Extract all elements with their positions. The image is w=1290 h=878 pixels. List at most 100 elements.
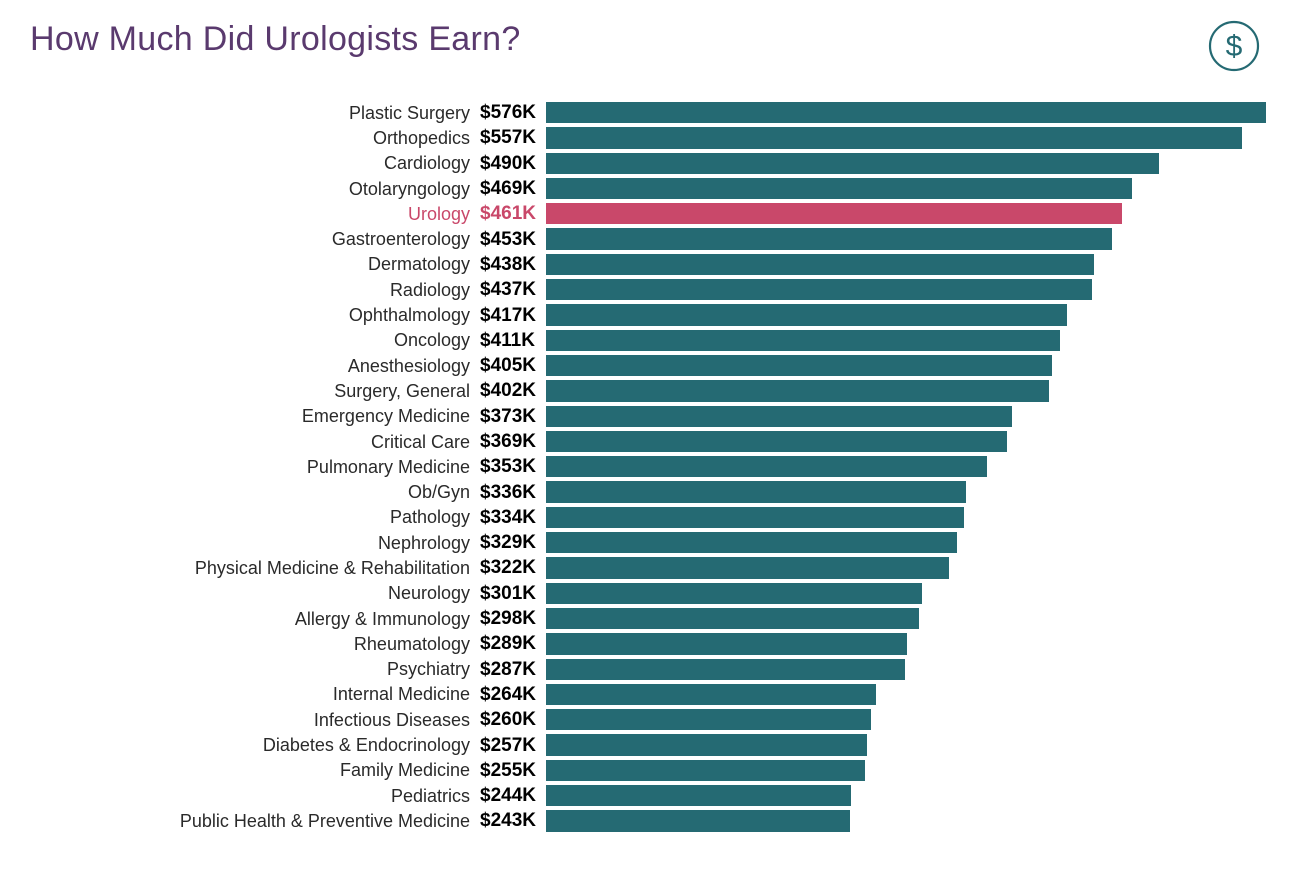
chart-row: Physical Medicine & Rehabilitation$322K (0, 555, 1290, 580)
row-value: $353K (480, 457, 546, 476)
row-value: $244K (480, 786, 546, 805)
chart-row: Infectious Diseases$260K (0, 707, 1290, 732)
row-label: Rheumatology (0, 635, 480, 653)
chart-row: Psychiatry$287K (0, 657, 1290, 682)
chart-row: Radiology$437K (0, 277, 1290, 302)
bar-track (546, 378, 1290, 403)
row-value: $336K (480, 483, 546, 502)
bar (546, 102, 1266, 123)
bar (546, 659, 905, 680)
row-label: Oncology (0, 331, 480, 349)
dollar-icon: $ (1208, 20, 1260, 72)
bar-track (546, 530, 1290, 555)
chart-row: Emergency Medicine$373K (0, 404, 1290, 429)
row-label: Cardiology (0, 154, 480, 172)
row-value: $322K (480, 558, 546, 577)
chart-row: Internal Medicine$264K (0, 682, 1290, 707)
bar-track (546, 479, 1290, 504)
bar-track (546, 808, 1290, 833)
bar-track (546, 581, 1290, 606)
row-label: Allergy & Immunology (0, 610, 480, 628)
row-label: Surgery, General (0, 382, 480, 400)
bar (546, 481, 966, 502)
row-label: Internal Medicine (0, 685, 480, 703)
bar-track (546, 353, 1290, 378)
bar-track (546, 682, 1290, 707)
row-label: Public Health & Preventive Medicine (0, 812, 480, 830)
bar-track (546, 277, 1290, 302)
row-label: Pediatrics (0, 787, 480, 805)
bar-track (546, 732, 1290, 757)
row-label: Radiology (0, 281, 480, 299)
bar-track (546, 429, 1290, 454)
chart-row: Dermatology$438K (0, 252, 1290, 277)
bar-track (546, 252, 1290, 277)
bar (546, 153, 1159, 174)
chart-row: Ophthalmology$417K (0, 302, 1290, 327)
row-value: $260K (480, 710, 546, 729)
row-value: $405K (480, 356, 546, 375)
row-value: $437K (480, 280, 546, 299)
bar-track (546, 404, 1290, 429)
row-label: Orthopedics (0, 129, 480, 147)
row-label: Psychiatry (0, 660, 480, 678)
chart-row: Otolaryngology$469K (0, 176, 1290, 201)
row-value: $257K (480, 736, 546, 755)
bar (546, 178, 1132, 199)
row-value: $576K (480, 103, 546, 122)
bar (546, 532, 957, 553)
row-value: $557K (480, 128, 546, 147)
bar (546, 709, 871, 730)
bar (546, 608, 919, 629)
bar-track (546, 176, 1290, 201)
row-value: $402K (480, 381, 546, 400)
row-label: Plastic Surgery (0, 104, 480, 122)
bar (546, 127, 1242, 148)
chart-row: Pulmonary Medicine$353K (0, 454, 1290, 479)
chart-row: Diabetes & Endocrinology$257K (0, 732, 1290, 757)
row-label: Family Medicine (0, 761, 480, 779)
chart-row: Public Health & Preventive Medicine$243K (0, 808, 1290, 833)
bar (546, 330, 1060, 351)
row-value: $417K (480, 306, 546, 325)
chart-row: Surgery, General$402K (0, 378, 1290, 403)
row-value: $255K (480, 761, 546, 780)
bar (546, 406, 1012, 427)
row-label: Nephrology (0, 534, 480, 552)
bar (546, 760, 865, 781)
row-label: Critical Care (0, 433, 480, 451)
row-value: $289K (480, 634, 546, 653)
bar (546, 557, 949, 578)
bar-track (546, 151, 1290, 176)
bar-track (546, 125, 1290, 150)
row-label: Urology (0, 205, 480, 223)
bar-track (546, 454, 1290, 479)
bar-track (546, 758, 1290, 783)
bar (546, 228, 1112, 249)
row-value: $369K (480, 432, 546, 451)
chart-row: Pathology$334K (0, 505, 1290, 530)
bar-track (546, 100, 1290, 125)
bar-track (546, 631, 1290, 656)
row-label: Dermatology (0, 255, 480, 273)
bar (546, 355, 1052, 376)
row-value: $411K (480, 331, 546, 350)
row-value: $453K (480, 230, 546, 249)
chart-row: Orthopedics$557K (0, 125, 1290, 150)
row-value: $301K (480, 584, 546, 603)
row-value: $373K (480, 407, 546, 426)
row-label: Gastroenterology (0, 230, 480, 248)
bar-track (546, 657, 1290, 682)
chart-row: Neurology$301K (0, 581, 1290, 606)
bar-track (546, 302, 1290, 327)
bar (546, 507, 964, 528)
salary-bar-chart: Plastic Surgery$576KOrthopedics$557KCard… (0, 100, 1290, 834)
bar (546, 279, 1092, 300)
bar-track (546, 328, 1290, 353)
row-label: Ob/Gyn (0, 483, 480, 501)
row-label: Anesthesiology (0, 357, 480, 375)
bar (546, 254, 1094, 275)
row-value: $461K (480, 204, 546, 223)
bar-track (546, 201, 1290, 226)
row-label: Ophthalmology (0, 306, 480, 324)
